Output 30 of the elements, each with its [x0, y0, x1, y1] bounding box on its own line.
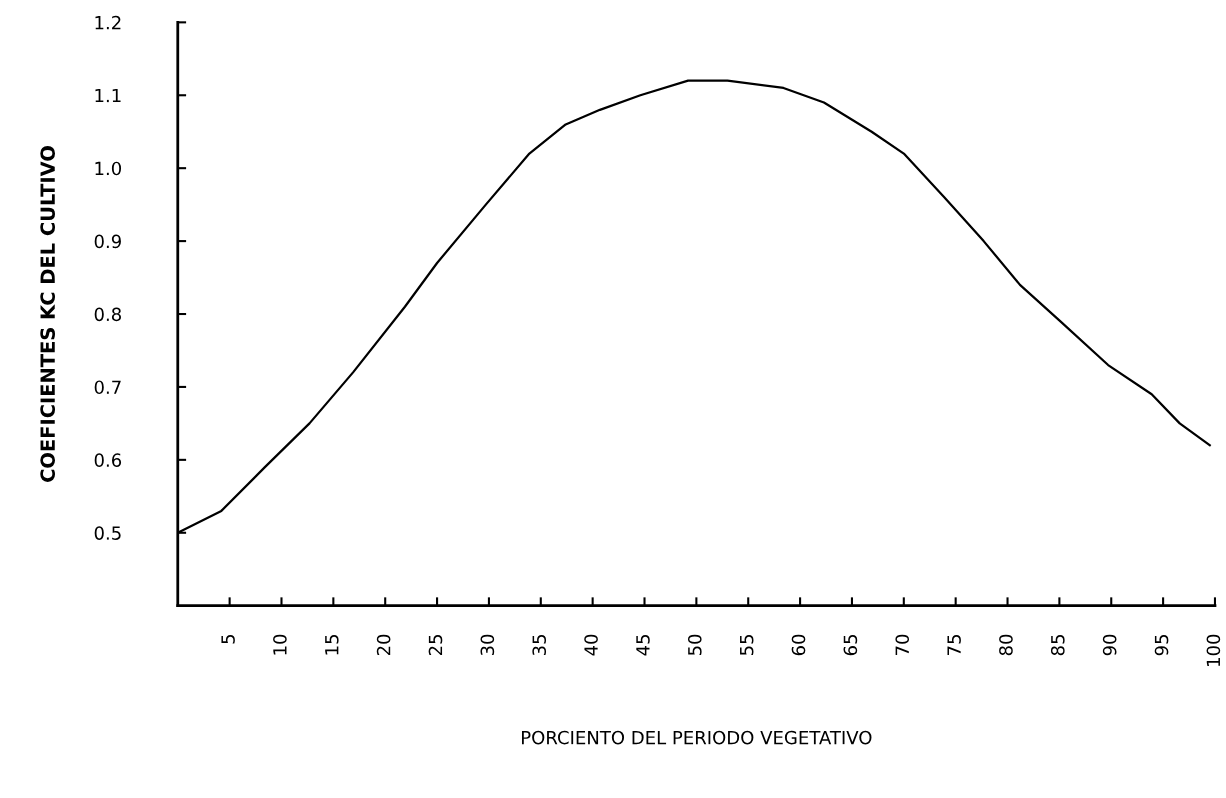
- x-tick-label: 100: [1206, 634, 1221, 666]
- x-tick-label: 15: [325, 635, 339, 655]
- y-tick-label: 0.8: [94, 307, 121, 322]
- x-tick-label: 90: [1102, 634, 1117, 656]
- y-tick-label: 0.5: [94, 526, 121, 540]
- y-tick-label: 0.7: [94, 380, 121, 395]
- x-tick-label: 50: [687, 634, 702, 656]
- x-tick-label: 35: [532, 635, 547, 656]
- y-tick-label: 0.6: [94, 453, 122, 467]
- y-tick-label: 1.2: [95, 15, 121, 30]
- x-tick-label: 30: [480, 634, 495, 656]
- x-tick-label: 70: [895, 634, 910, 655]
- x-tick-label: 5: [221, 635, 235, 644]
- x-tick-label: 95: [1154, 635, 1169, 656]
- x-tick-label: 65: [843, 635, 858, 656]
- x-tick-label: 85: [1050, 635, 1065, 656]
- y-tick-label: 1.0: [95, 161, 122, 176]
- y-tick-label: 1.1: [95, 88, 121, 103]
- x-tick-label: 25: [428, 635, 443, 656]
- x-tick-label: 80: [999, 634, 1013, 656]
- y-tick-label: 0.9: [94, 234, 121, 249]
- x-tick-label: 40: [584, 634, 598, 656]
- x-tick-label: 60: [791, 634, 806, 656]
- x-tick-label: 20: [376, 634, 391, 656]
- x-tick-label: 10: [273, 634, 287, 655]
- x-tick-label: 55: [740, 635, 754, 656]
- x-axis-title: PORCIENTO DEL PERIODO VEGETATIVO: [522, 730, 872, 745]
- x-tick-label: 75: [947, 635, 961, 655]
- x-tick-label: 45: [636, 635, 650, 656]
- y-axis-title: COEFICIENTES KC DEL CULTIVO: [40, 146, 56, 482]
